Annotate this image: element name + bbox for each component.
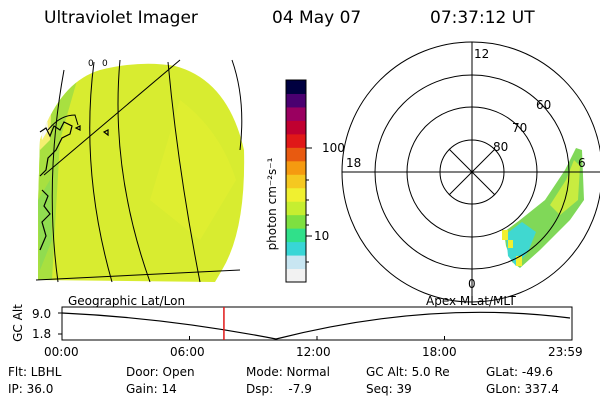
colorbar-tick-100: 100 <box>322 141 345 155</box>
time-label: 07:37:12 UT <box>430 8 535 28</box>
colorbar-segment <box>286 93 306 108</box>
lat-label-60: 60 <box>536 98 552 112</box>
colorbar-segment <box>286 214 306 229</box>
time-tick-0000: 00:00 <box>44 345 79 359</box>
colorbar-segment <box>286 228 306 243</box>
timeline-axis-label: GC Alt <box>11 304 25 342</box>
altitude-curve <box>61 311 571 340</box>
geo-lon-label-2: 0 <box>102 59 108 69</box>
timeline-ymin: 1.8 <box>32 327 52 341</box>
mlt-label-6: 6 <box>578 156 586 170</box>
colorbar-segment <box>286 201 306 216</box>
colorbar-segment <box>286 106 306 121</box>
time-tick-0600: 06:00 <box>170 345 205 359</box>
timeline-left-title: Geographic Lat/Lon <box>68 294 186 308</box>
colorbar-tick-10: 10 <box>314 229 330 243</box>
time-tick-1200: 12:00 <box>296 345 331 359</box>
colorbar-segment <box>286 80 306 94</box>
ip-value: IP: 36.0 <box>8 382 54 396</box>
mlt-label-18: 18 <box>346 156 362 170</box>
colorbar-segment <box>286 120 306 135</box>
door-value: Door: Open <box>126 365 195 379</box>
colorbar-segment <box>286 174 306 189</box>
instrument-title: Ultraviolet Imager <box>44 8 198 28</box>
colorbar-segment <box>286 255 306 270</box>
colorbar-segment <box>286 160 306 175</box>
geo-lon-label-1: 0 <box>88 59 94 69</box>
lat-label-70: 70 <box>512 121 528 135</box>
colorbar-segment <box>286 133 306 148</box>
mlt-label-0: 0 <box>468 277 476 291</box>
colorbar-segment <box>286 268 306 283</box>
date-label: 04 May 07 <box>272 8 362 28</box>
gain-value: Gain: 14 <box>126 382 177 396</box>
colorbar-unit-label: photon cm⁻²s⁻¹ <box>265 157 279 251</box>
colorbar-segment <box>286 147 306 162</box>
flt-value: Flt: LBHL <box>8 365 62 379</box>
polar-plot <box>341 41 600 303</box>
colorbar <box>285 79 312 283</box>
timeline-plot <box>58 306 573 341</box>
mlt-label-12: 12 <box>474 47 490 61</box>
timeline-ymax: 9.0 <box>32 307 52 321</box>
dsp-value: Dsp: -7.9 <box>246 382 312 396</box>
seq-value: Seq: 39 <box>366 382 412 396</box>
geographic-image: 0 0 <box>35 59 245 283</box>
mode-value: Mode: Normal <box>246 365 330 379</box>
colorbar-segment <box>286 241 306 256</box>
colorbar-segment <box>286 187 306 202</box>
gcalt-value: GC Alt: 5.0 Re <box>366 365 450 379</box>
lat-label-80: 80 <box>493 140 509 154</box>
glon-value: GLon: 337.4 <box>486 382 559 396</box>
glat-value: GLat: -49.6 <box>486 365 553 379</box>
timeline-right-title: Apex MLat/MLT <box>426 294 516 308</box>
time-tick-1800: 18:00 <box>422 345 457 359</box>
time-tick-2359: 23:59 <box>548 345 583 359</box>
